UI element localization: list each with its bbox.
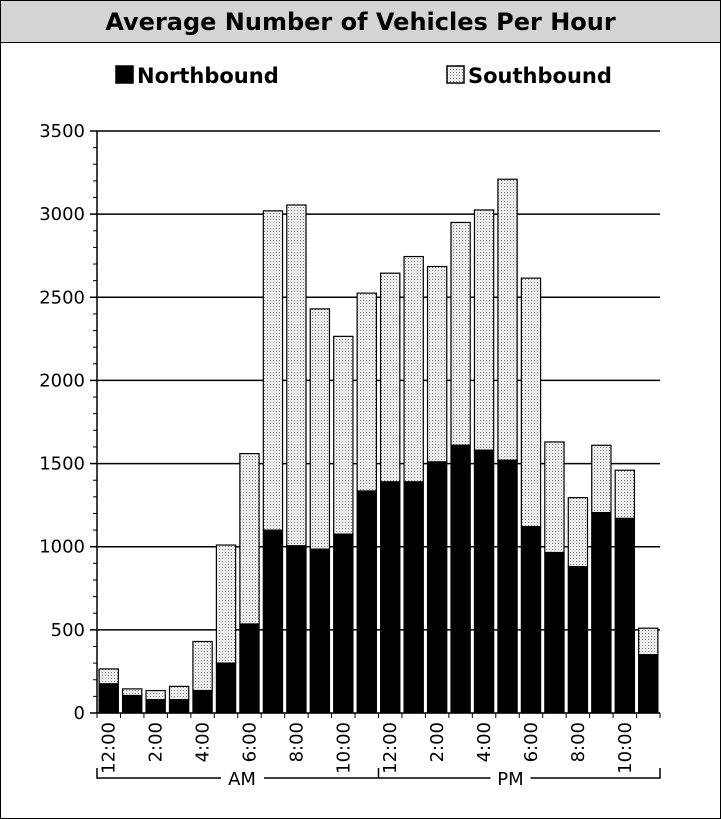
bar-northbound-5PM: [497, 459, 518, 714]
x-tick-label: 10:00: [333, 722, 354, 774]
bar-southbound-2AM: [145, 689, 166, 701]
legend-label-southbound: Southbound: [468, 64, 612, 88]
y-tick-label: 1000: [39, 537, 85, 558]
bar-southbound-5AM: [215, 544, 237, 664]
bar-southbound-6AM: [239, 452, 260, 625]
x-tick-label: 8:00: [568, 722, 589, 762]
y-tick-label: 2500: [39, 287, 85, 308]
gridlines: [97, 130, 660, 631]
bar-southbound-6PM: [520, 277, 542, 528]
y-tick-label: 3000: [39, 204, 85, 225]
bar-southbound-9AM: [309, 308, 331, 550]
bar-southbound-1PM: [403, 255, 424, 483]
legend-swatch-southbound: [446, 65, 465, 84]
x-tick-label: 2:00: [427, 722, 448, 762]
bar-southbound-9PM: [591, 444, 612, 514]
bar-northbound-12AM: [98, 683, 119, 714]
bar-northbound-1PM: [403, 481, 424, 714]
x-tick-label: 2:00: [146, 722, 167, 762]
bar-southbound-10AM: [333, 335, 354, 535]
bars: [98, 178, 659, 714]
bar-northbound-2AM: [145, 699, 166, 714]
bar-southbound-12PM: [380, 272, 401, 483]
bar-northbound-3AM: [168, 699, 190, 714]
am-label: AM: [228, 769, 256, 790]
am-bracket-left: [96, 768, 221, 779]
bar-northbound-8PM: [567, 566, 589, 714]
x-tick-label: 6:00: [521, 722, 542, 762]
bar-southbound-8AM: [286, 204, 307, 547]
y-tick-label: 2000: [39, 370, 85, 391]
bar-northbound-10PM: [614, 517, 636, 714]
legend-swatch-northbound: [115, 65, 134, 84]
bar-northbound-5AM: [215, 662, 237, 714]
bar-southbound-3PM: [450, 221, 471, 446]
bar-northbound-1AM: [121, 694, 143, 714]
y-tick-label: 1500: [39, 454, 85, 475]
axes: 0 500 1000 1500 2000 2500 3000 3500 12:00 2:00 4:0…: [39, 121, 661, 790]
x-tick-label: 12:00: [99, 722, 120, 774]
x-tick-label: 12:00: [380, 722, 401, 774]
bar-northbound-11AM: [356, 490, 377, 714]
legend: Northbound Southbound: [115, 64, 612, 88]
bar-northbound-12PM: [380, 481, 401, 714]
bar-northbound-7PM: [544, 551, 565, 714]
chart-title: Average Number of Vehicles Per Hour: [1, 1, 720, 43]
legend-label-northbound: Northbound: [137, 64, 279, 88]
pm-label: PM: [497, 769, 523, 790]
bar-northbound-6PM: [520, 526, 542, 714]
bar-southbound-8PM: [567, 497, 589, 568]
bar-northbound-6AM: [239, 623, 260, 714]
y-tick-label: 0: [74, 703, 85, 724]
bar-southbound-12AM: [98, 668, 119, 685]
bar-northbound-2PM: [426, 461, 448, 714]
bar-northbound-11PM: [638, 654, 659, 714]
bar-southbound-3AM: [168, 685, 190, 701]
bar-northbound-4AM: [192, 689, 213, 714]
bar-northbound-9AM: [309, 548, 331, 714]
pm-bracket-right: [530, 768, 661, 779]
bar-southbound-2PM: [426, 265, 448, 463]
bar-southbound-7PM: [544, 441, 565, 554]
x-tick-label: 10:00: [615, 722, 636, 774]
bar-southbound-11AM: [356, 292, 377, 492]
bar-northbound-10AM: [333, 533, 354, 714]
bar-northbound-4PM: [473, 449, 495, 714]
y-tick-label: 500: [51, 620, 85, 641]
bar-northbound-3PM: [450, 444, 471, 714]
bar-southbound-5PM: [497, 178, 518, 461]
bar-northbound-9PM: [591, 512, 612, 714]
bar-northbound-8AM: [286, 545, 307, 714]
x-tick-label: 8:00: [286, 722, 307, 762]
bar-southbound-11PM: [638, 627, 659, 656]
bar-southbound-4PM: [473, 209, 495, 451]
y-tick-label: 3500: [39, 121, 85, 142]
bar-northbound-7AM: [262, 529, 284, 714]
x-tick-label: 6:00: [239, 722, 260, 762]
bar-southbound-10PM: [614, 469, 636, 520]
bar-southbound-7AM: [262, 210, 284, 531]
x-tick-label: 4:00: [474, 722, 495, 762]
x-tick-label: 4:00: [193, 722, 214, 762]
bar-southbound-1AM: [121, 688, 143, 697]
bar-southbound-4AM: [192, 640, 213, 692]
